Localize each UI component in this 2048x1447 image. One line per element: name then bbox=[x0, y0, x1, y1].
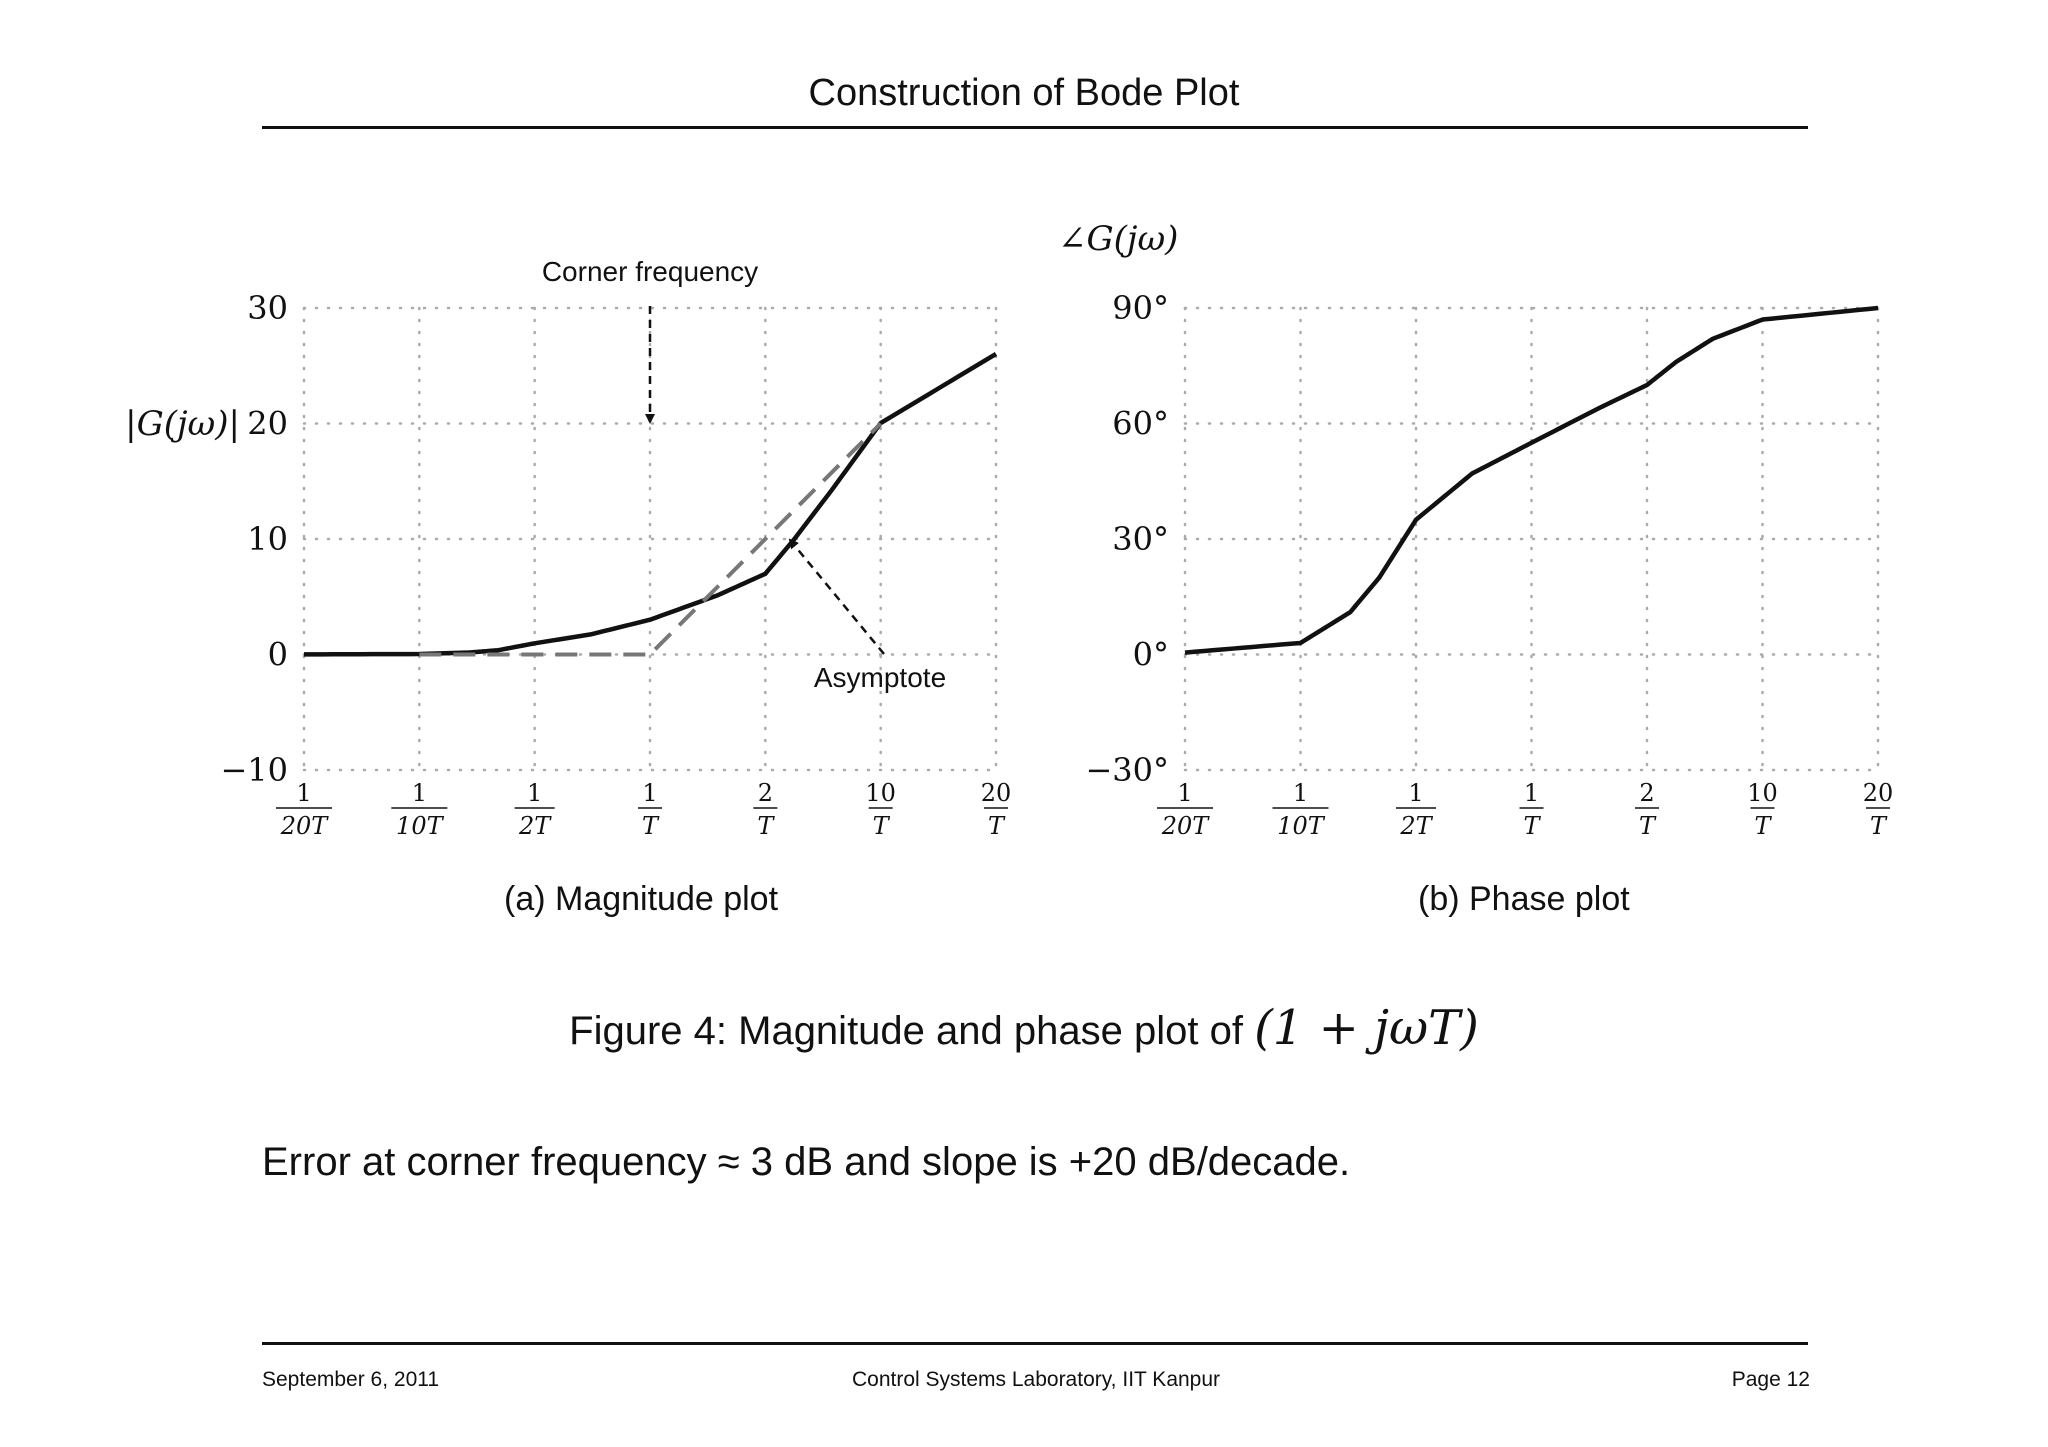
x-tick-numerator: 1 bbox=[1177, 779, 1192, 807]
asymptote-label: Asymptote bbox=[814, 662, 946, 693]
y-tick-label: 20 bbox=[247, 405, 288, 443]
phase-plot: −30°0°30°60°90°120T110T12T1T2T10T20T∠G(j… bbox=[1058, 219, 1893, 840]
x-tick-denominator: 10T bbox=[1277, 812, 1326, 840]
header-rule bbox=[262, 126, 1808, 129]
x-tick-numerator: 20 bbox=[1863, 779, 1894, 807]
footer-date: September 6, 2011 bbox=[262, 1368, 440, 1391]
x-tick-numerator: 10 bbox=[1747, 779, 1778, 807]
series-line bbox=[1184, 305, 1879, 655]
y-tick-label: −10 bbox=[220, 751, 288, 789]
y-tick-label: 30° bbox=[1112, 520, 1169, 558]
x-tick-denominator: T bbox=[873, 812, 891, 840]
x-tick-numerator: 1 bbox=[1408, 779, 1423, 807]
y-tick-label: 30 bbox=[247, 289, 288, 327]
x-tick-denominator: T bbox=[988, 812, 1006, 840]
x-tick-denominator: T bbox=[1870, 812, 1888, 840]
x-tick-denominator: T bbox=[1639, 812, 1657, 840]
y-tick-label: 0° bbox=[1133, 636, 1169, 674]
x-tick-numerator: 2 bbox=[758, 779, 773, 807]
x-tick-denominator: 20T bbox=[280, 812, 330, 840]
y-axis-label: ∠G(jω) bbox=[1058, 219, 1178, 259]
y-tick-label: 90° bbox=[1112, 289, 1169, 327]
x-tick-denominator: T bbox=[1523, 812, 1541, 840]
x-tick-numerator: 1 bbox=[1524, 779, 1539, 807]
y-tick-label: 0 bbox=[268, 636, 288, 674]
x-tick-numerator: 10 bbox=[865, 779, 896, 807]
asymptote-line bbox=[419, 422, 883, 657]
x-tick-numerator: 2 bbox=[1639, 779, 1654, 807]
footer-page: Page 12 bbox=[1731, 1368, 1810, 1391]
figure-caption-text: Figure 4: Magnitude and phase plot of bbox=[569, 1009, 1255, 1053]
x-tick-denominator: 2T bbox=[1399, 812, 1433, 840]
footer-rule bbox=[262, 1342, 1808, 1345]
annotations: Corner frequency Asymptote bbox=[542, 256, 946, 693]
x-tick-denominator: 10T bbox=[396, 812, 445, 840]
x-tick-denominator: 2T bbox=[518, 812, 552, 840]
y-tick-label: 10 bbox=[247, 520, 288, 558]
subcaption-phase: (b) Phase plot bbox=[1418, 880, 1630, 918]
x-tick-numerator: 1 bbox=[527, 779, 542, 807]
x-tick-numerator: 20 bbox=[981, 779, 1012, 807]
y-tick-label: −30° bbox=[1085, 751, 1169, 789]
x-tick-numerator: 1 bbox=[296, 779, 311, 807]
page-title: Construction of Bode Plot bbox=[808, 72, 1240, 114]
x-tick-denominator: T bbox=[642, 812, 660, 840]
x-tick-numerator: 1 bbox=[642, 779, 657, 807]
body-text: Error at corner frequency ≈ 3 dB and slo… bbox=[262, 1140, 1351, 1184]
corner-frequency-label: Corner frequency bbox=[542, 256, 758, 287]
x-tick-denominator: T bbox=[1754, 812, 1772, 840]
x-tick-numerator: 1 bbox=[412, 779, 427, 807]
figure-caption-math: (1 + jωT) bbox=[1254, 1000, 1479, 1056]
y-axis-label: |G(jω)| bbox=[125, 404, 240, 444]
footer-center: Control Systems Laboratory, IIT Kanpur bbox=[851, 1368, 1221, 1391]
x-tick-numerator: 1 bbox=[1293, 779, 1308, 807]
x-tick-denominator: 20T bbox=[1161, 812, 1211, 840]
asymptote-arrow bbox=[788, 538, 885, 655]
subcaption-magnitude: (a) Magnitude plot bbox=[504, 880, 779, 918]
figure-caption: Figure 4: Magnitude and phase plot of (1… bbox=[0, 1000, 2048, 1056]
x-tick-denominator: T bbox=[757, 812, 775, 840]
y-tick-label: 60° bbox=[1112, 405, 1169, 443]
